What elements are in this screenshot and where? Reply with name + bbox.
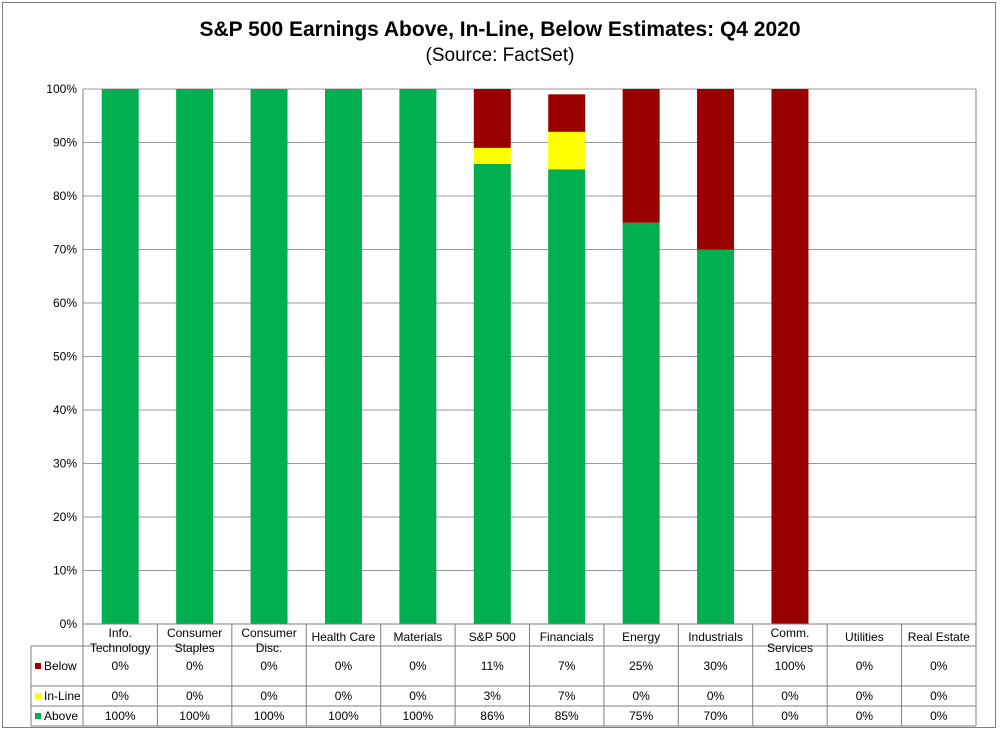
category-label: Industrials [688, 630, 743, 644]
data-label: 0% [856, 659, 874, 673]
data-label: 0% [856, 689, 874, 703]
y-tick-label: 30% [53, 457, 77, 471]
category-label: Health Care [311, 630, 375, 644]
data-label: 0% [186, 689, 204, 703]
category-label: Utilities [845, 630, 884, 644]
data-label: 0% [930, 709, 948, 723]
y-tick-label: 80% [53, 189, 77, 203]
category-label: Consumer [241, 626, 296, 640]
data-label: 0% [707, 689, 725, 703]
bar-below [622, 89, 660, 223]
bar-below [771, 89, 809, 624]
chart-title: S&P 500 Earnings Above, In-Line, Below E… [199, 18, 801, 41]
data-label: 30% [704, 659, 728, 673]
data-label: 0% [335, 659, 353, 673]
data-label: 100% [328, 709, 359, 723]
y-tick-label: 40% [53, 403, 77, 417]
y-tick-label: 0% [60, 617, 78, 631]
data-label: 0% [632, 689, 650, 703]
data-label: 3% [484, 689, 502, 703]
category-label: Materials [394, 630, 443, 644]
data-label: 100% [403, 709, 434, 723]
bar-above [622, 222, 660, 624]
data-label: 86% [480, 709, 504, 723]
y-tick-label: 20% [53, 510, 77, 524]
bar-below [697, 89, 735, 250]
legend-key-below [35, 663, 41, 669]
data-label: 0% [930, 659, 948, 673]
data-label: 0% [112, 689, 130, 703]
data-label: 0% [335, 689, 353, 703]
data-label: 100% [105, 709, 136, 723]
y-tick-label: 10% [53, 564, 77, 578]
bar-above [697, 249, 735, 624]
category-label: Real Estate [908, 630, 970, 644]
data-label: 0% [409, 689, 427, 703]
data-label: 0% [409, 659, 427, 673]
data-label: 70% [704, 709, 728, 723]
legend-key-above [35, 713, 41, 719]
data-label: 7% [558, 659, 576, 673]
legend-label: In-Line [44, 689, 81, 703]
data-label: 0% [781, 689, 799, 703]
bar-in-line [473, 147, 511, 164]
data-label: 100% [775, 659, 806, 673]
category-label: Consumer [167, 626, 222, 640]
data-label: 100% [254, 709, 285, 723]
category-label: Staples [175, 641, 215, 655]
data-label: 0% [781, 709, 799, 723]
chart-subtitle: (Source: FactSet) [425, 45, 575, 66]
data-label: 11% [481, 659, 504, 673]
data-label: 75% [629, 709, 653, 723]
legend-label: Below [44, 659, 77, 673]
data-label: 25% [629, 659, 653, 673]
y-tick-label: 70% [53, 243, 77, 257]
bar-in-line [548, 131, 586, 170]
category-label: Disc. [256, 641, 283, 655]
bar-below [473, 89, 511, 148]
category-label: Comm. [771, 626, 810, 640]
bar-above [250, 89, 288, 624]
bar-above [176, 89, 214, 624]
data-label: 0% [260, 659, 278, 673]
legend-label: Above [44, 709, 78, 723]
legend-key-in-line [35, 693, 41, 699]
category-label: Services [767, 641, 813, 655]
category-label: Energy [622, 630, 660, 644]
y-tick-label: 100% [46, 82, 77, 96]
y-tick-label: 50% [53, 350, 77, 364]
category-label: Financials [540, 630, 594, 644]
data-label: 0% [930, 689, 948, 703]
data-label: 0% [112, 659, 130, 673]
data-label: 100% [179, 709, 210, 723]
category-label: S&P 500 [469, 630, 516, 644]
bar-above [324, 89, 362, 624]
bar-above [399, 89, 437, 624]
bar-below [548, 94, 586, 132]
data-label: 0% [856, 709, 874, 723]
data-label: 7% [558, 689, 576, 703]
data-label: 0% [186, 659, 204, 673]
data-label: 0% [260, 689, 278, 703]
bar-above [548, 169, 586, 624]
category-label: Info. [109, 626, 132, 640]
y-tick-label: 90% [53, 136, 77, 150]
category-label: Technology [90, 641, 151, 655]
y-tick-label: 60% [53, 296, 77, 310]
bar-above [473, 163, 511, 624]
bar-above [101, 89, 139, 624]
data-label: 85% [555, 709, 579, 723]
